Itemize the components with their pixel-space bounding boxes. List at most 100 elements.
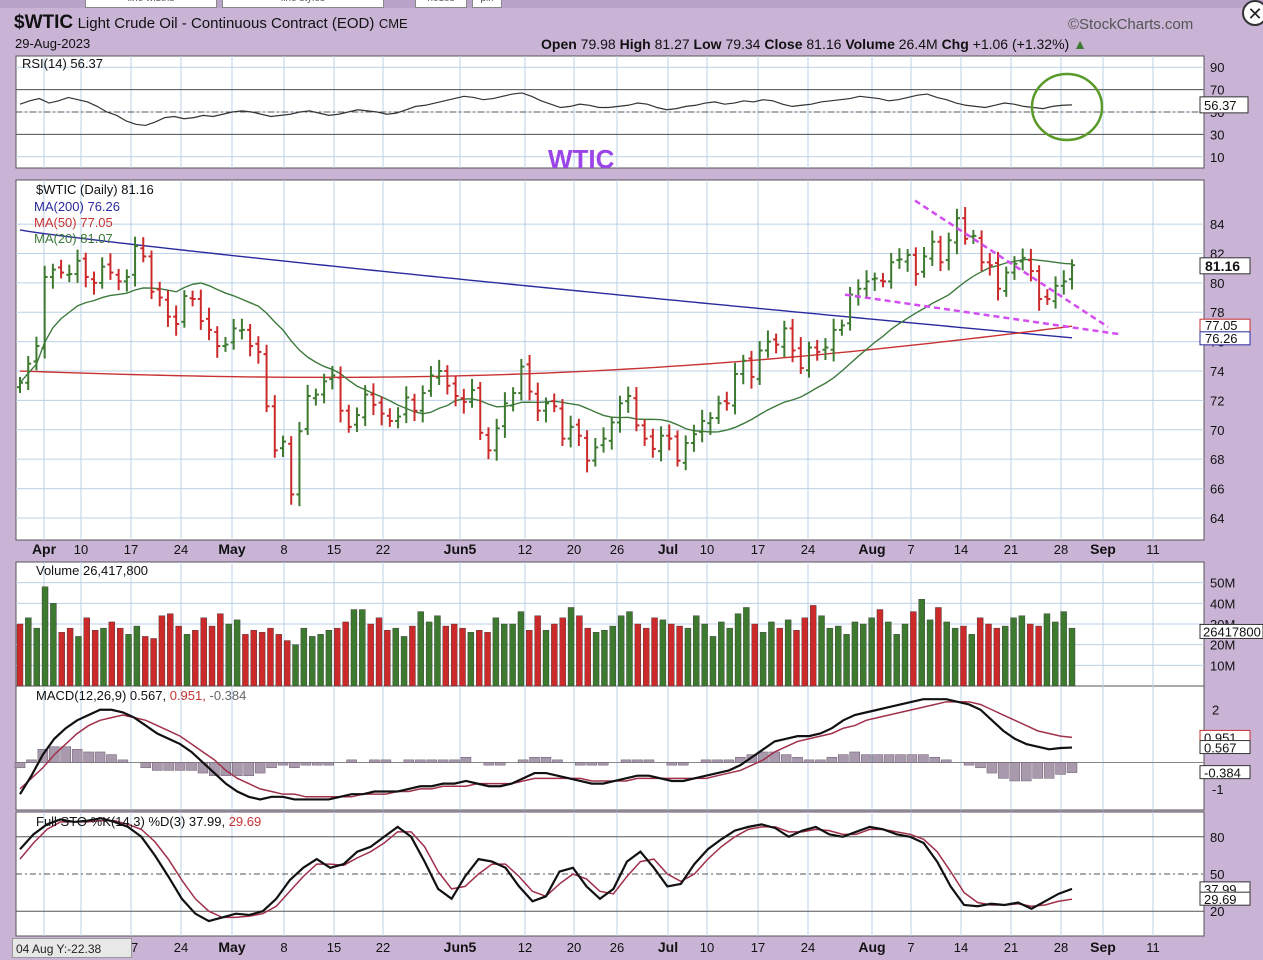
price-bar — [575, 418, 582, 446]
price-bar — [1069, 259, 1075, 290]
volume-bar — [192, 630, 199, 687]
price-bar — [353, 407, 360, 432]
ma200-line — [19, 229, 1073, 339]
volume-bar — [125, 634, 132, 687]
volume-bar — [58, 632, 65, 687]
volume-bar — [242, 634, 249, 687]
macd-histogram-bar — [1009, 762, 1021, 782]
ma200-last-box — [1199, 331, 1251, 346]
volume-bar — [793, 630, 800, 687]
close-icon[interactable]: ✕ — [1242, 0, 1263, 26]
volume-bar — [41, 586, 49, 687]
macd-histogram-bar — [883, 754, 895, 763]
volume-bar — [116, 627, 124, 687]
volume-bar — [960, 625, 967, 687]
price-bar — [386, 408, 393, 427]
price-bar — [534, 382, 541, 421]
rsi-line — [19, 92, 1073, 127]
volume-bar — [542, 630, 550, 687]
price-bar — [764, 330, 771, 358]
x-tick-18: 14 — [954, 542, 968, 557]
macd-last-box-2 — [1199, 765, 1251, 780]
volume-bar — [492, 617, 500, 687]
volume-bar — [217, 613, 224, 687]
price-bar — [814, 339, 821, 361]
price-panel — [15, 179, 1205, 541]
volume-bar — [83, 617, 90, 687]
volume-bar — [676, 625, 683, 687]
volume-bar — [609, 625, 616, 687]
volume-bar — [425, 621, 433, 687]
volume-bar — [768, 621, 775, 687]
macd-histogram-bar — [666, 762, 678, 766]
x-tick-10: 20 — [567, 542, 581, 557]
volume-bar — [342, 621, 349, 687]
price-bar — [699, 409, 706, 443]
price-bar — [214, 326, 221, 358]
price-bar — [904, 249, 911, 272]
volume-bar — [375, 617, 383, 687]
ma200-last-label: 76.26 — [1205, 331, 1238, 346]
sto-x-tick-17: 7 — [907, 940, 914, 955]
price-bar — [477, 382, 484, 441]
volume-bar — [1043, 613, 1051, 687]
volume-bar — [876, 609, 884, 687]
macd-histogram-bar — [838, 754, 849, 763]
x-tick-19: 21 — [1004, 542, 1018, 557]
macd-histogram-bar — [906, 754, 918, 763]
volume-bar — [826, 627, 834, 687]
macd-histogram-bar — [723, 759, 735, 763]
price-bar — [271, 395, 278, 458]
volume-bar — [642, 627, 650, 687]
macd-histogram-bar — [483, 762, 495, 766]
macd-histogram-bar — [94, 751, 106, 763]
volume-bar — [158, 615, 166, 687]
sto-x-tick-19: 21 — [1004, 940, 1018, 955]
sto-x-tick-4: May — [218, 939, 245, 955]
volume-bar — [651, 617, 658, 687]
x-tick-8: Jun5 — [444, 541, 477, 557]
volume-bar — [258, 632, 266, 687]
volume-bar — [501, 623, 508, 687]
tab-line-widths[interactable]: line widths — [85, 0, 217, 8]
tab-line-styles[interactable]: line styles — [222, 0, 384, 8]
price-bar — [518, 358, 525, 401]
price-bar — [543, 397, 549, 423]
x-tick-20: 28 — [1054, 542, 1068, 557]
macd-histogram-bar — [998, 762, 1009, 779]
ohlc-summary: Open 79.98 High 81.27 Low 79.34 Close 81… — [541, 36, 1087, 52]
volume-bar — [734, 613, 742, 687]
volume-bar — [467, 632, 475, 687]
price-bar — [395, 407, 402, 429]
price-bar — [592, 438, 599, 467]
volume-bar — [818, 615, 825, 687]
sto-last-label-1: 29.69 — [1204, 892, 1237, 907]
price-bar — [1036, 265, 1043, 311]
price-tick-6: 72 — [1210, 393, 1224, 408]
macd-histogram-bar — [151, 762, 163, 771]
macd-histogram-bar — [243, 762, 254, 776]
vol-tick-0: 50M — [1210, 576, 1235, 591]
rsi-legend: RSI(14) 56.37 — [22, 56, 103, 71]
ma20-legend: MA(20) 81.07 — [34, 231, 113, 246]
price-bar — [74, 249, 81, 283]
sto-x-tick-11: 26 — [610, 940, 624, 955]
price-bar — [222, 336, 229, 352]
macd-histogram-bar — [449, 759, 460, 763]
tab-pin[interactable]: pin — [472, 0, 502, 8]
volume-bar — [517, 611, 525, 687]
price-bar — [501, 392, 508, 438]
sto-x-tick-8: Jun5 — [444, 939, 477, 955]
tab-nodes[interactable]: nodes — [415, 0, 467, 8]
price-bar — [148, 250, 155, 300]
volume-bar — [283, 640, 291, 687]
volume-bar — [843, 634, 850, 687]
price-bar — [238, 318, 245, 340]
sto-x-tick-14: 17 — [751, 940, 765, 955]
macd-histogram-bar — [597, 762, 609, 766]
price-bar — [929, 230, 936, 266]
macd-histogram-bar — [940, 759, 952, 763]
instrument-name: Light Crude Oil - Continuous Contract (E… — [77, 15, 375, 32]
volume-bar — [617, 615, 625, 687]
